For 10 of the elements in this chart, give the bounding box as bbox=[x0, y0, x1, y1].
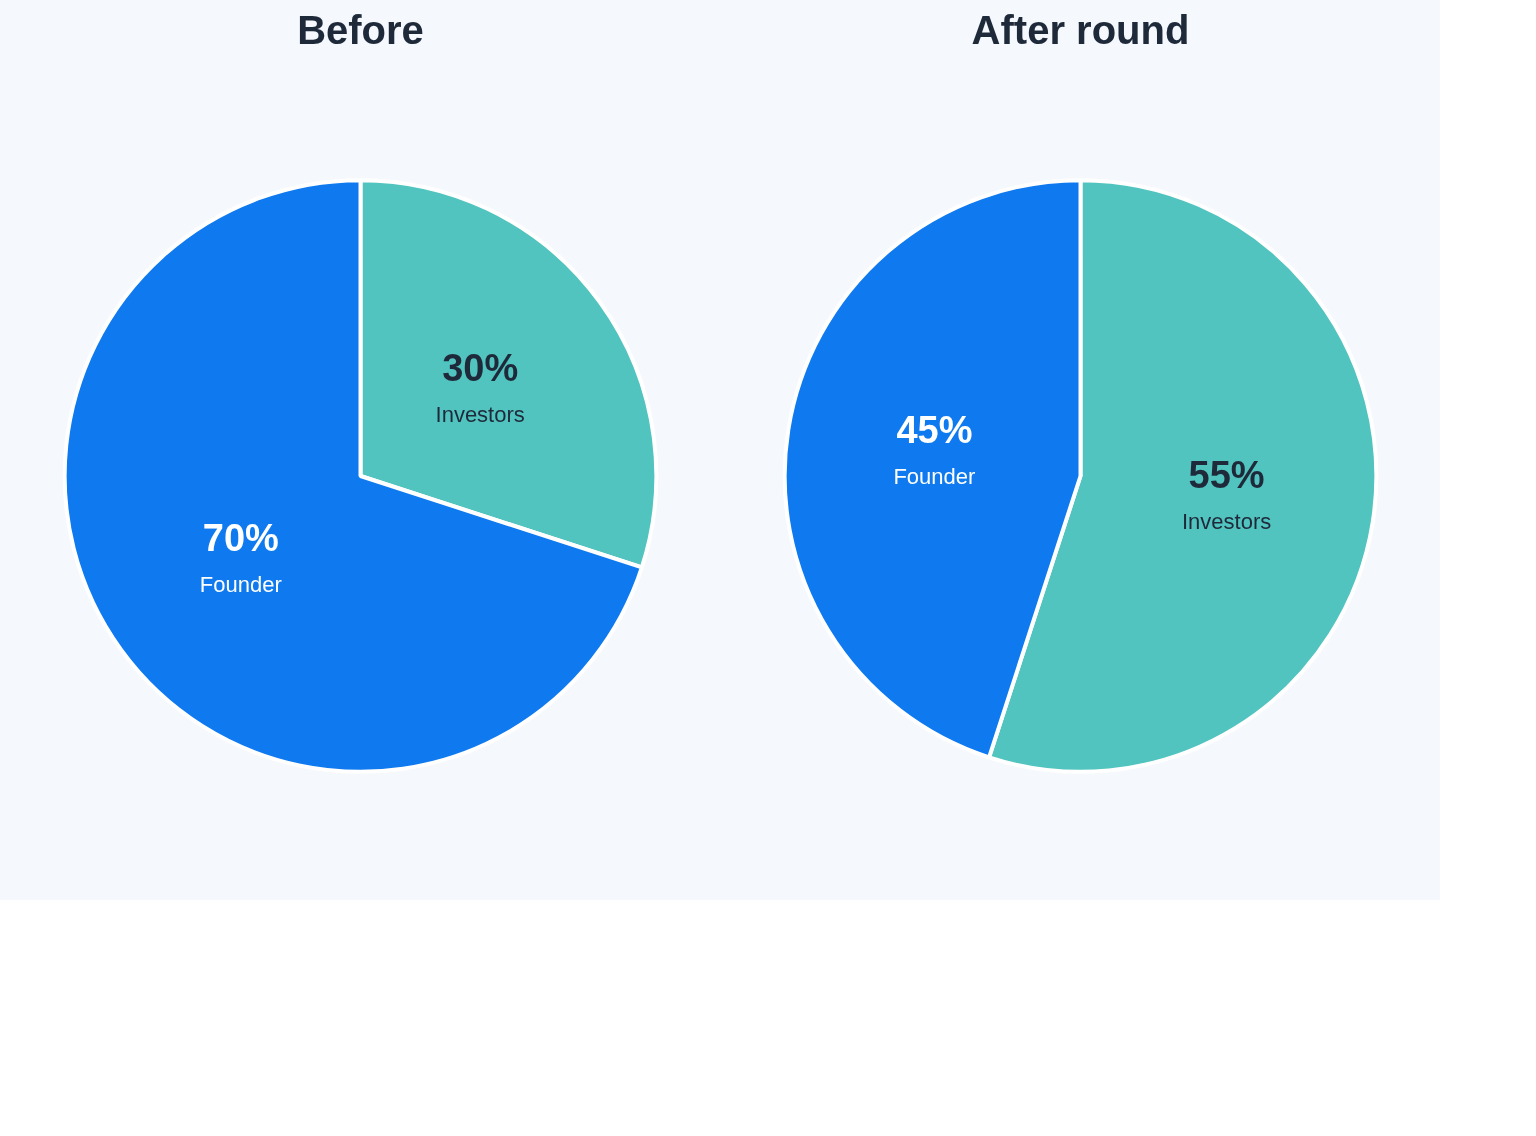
slice-label: Founder bbox=[199, 571, 282, 597]
slice-label: Founder bbox=[893, 464, 976, 490]
slice-label: Investors bbox=[1181, 509, 1272, 535]
slice-label: Investors bbox=[435, 401, 525, 427]
data-label: 70% bbox=[202, 516, 279, 559]
data-label: 55% bbox=[1188, 454, 1265, 497]
data-label: 45% bbox=[896, 409, 973, 452]
chart-title: After round bbox=[971, 7, 1190, 52]
chart-title: Before bbox=[297, 7, 424, 52]
data-label: 30% bbox=[442, 346, 519, 389]
